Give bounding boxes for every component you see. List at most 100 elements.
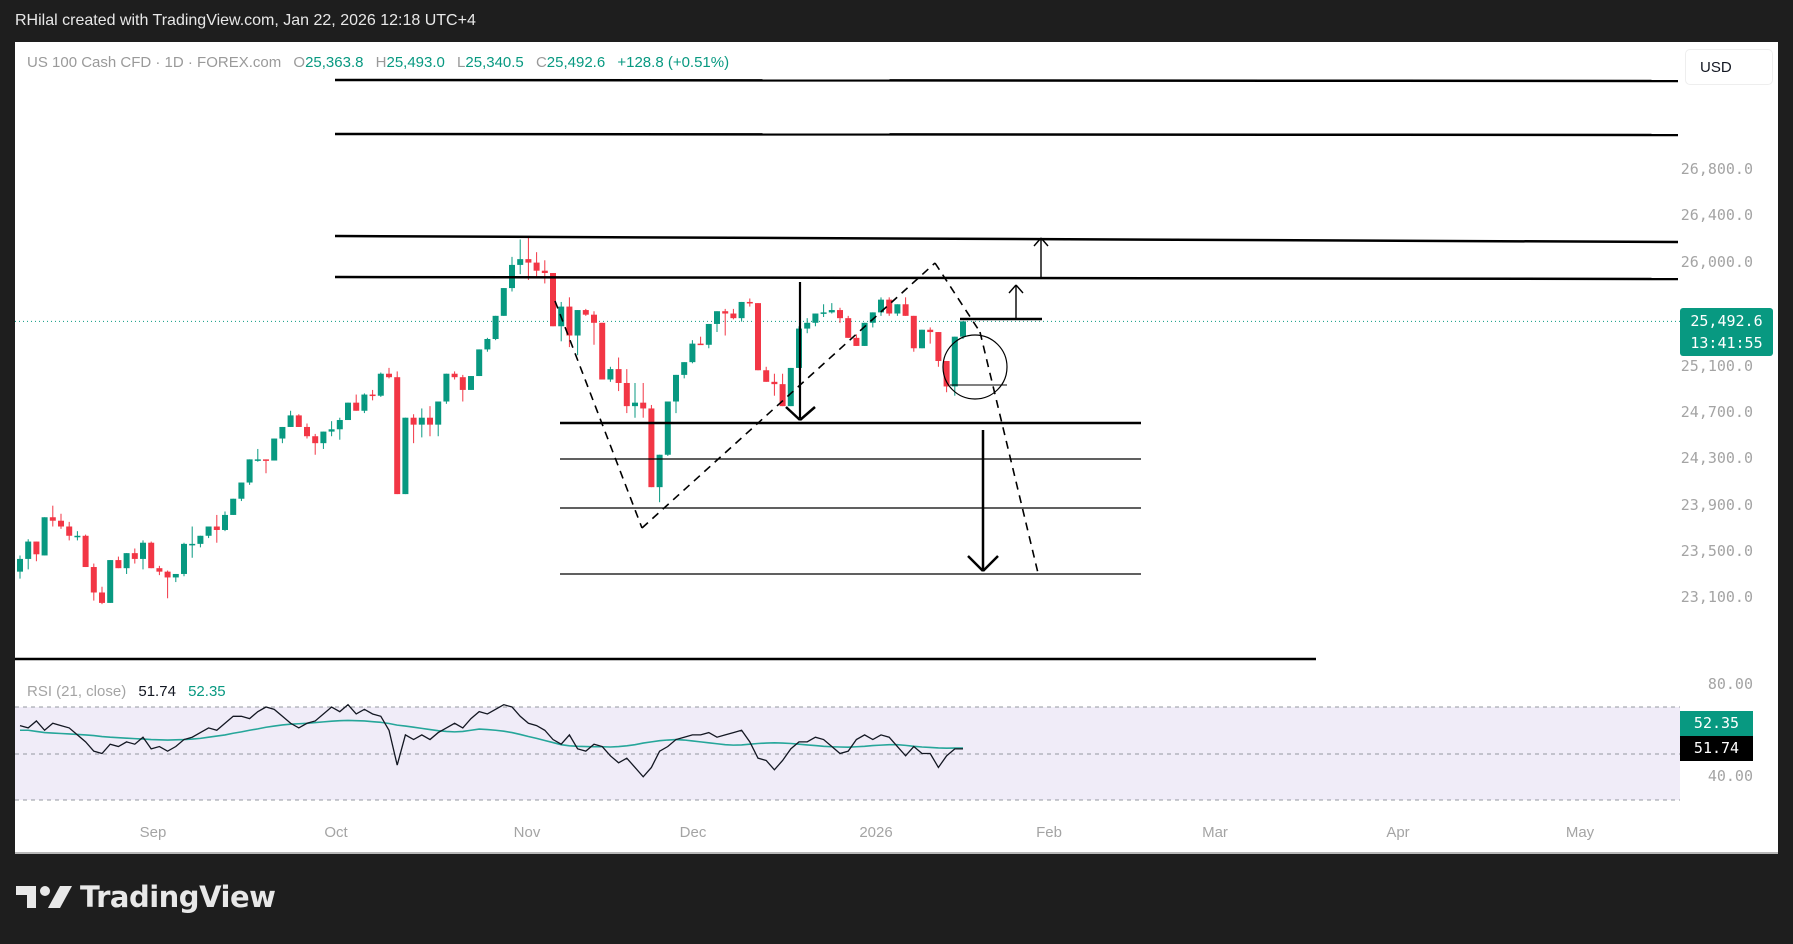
candle-body: [90, 567, 97, 593]
candle-body: [812, 313, 819, 323]
rsi-legend: RSI (21, close) 51.74 52.35: [27, 683, 226, 700]
candle-body: [894, 304, 901, 314]
low-value: 25,340.5: [465, 54, 524, 71]
candle-body: [468, 376, 474, 390]
candle-body: [181, 543, 187, 574]
candle-body: [746, 301, 753, 304]
resistance-line: [334, 78, 1679, 83]
candle-body: [615, 369, 622, 383]
time-tick: Mar: [1202, 824, 1228, 841]
arrow-head: [1008, 284, 1017, 294]
arrow-head: [785, 406, 801, 421]
candle-body: [525, 259, 532, 263]
symbol-name[interactable]: US 100 Cash CFD · 1D · FOREX.com: [27, 54, 282, 71]
candle-body: [689, 343, 696, 363]
high-value: 25,493.0: [386, 54, 445, 71]
price-tick: 26,400.0: [1680, 206, 1753, 225]
candle-body: [869, 312, 876, 323]
candle-body: [279, 426, 286, 439]
candle-body: [886, 299, 893, 314]
time-tick: Sep: [139, 824, 167, 841]
candle-body: [213, 526, 220, 530]
price-tick: 26,000.0: [1680, 252, 1753, 271]
candle-body: [369, 394, 376, 397]
candle-body: [172, 573, 179, 578]
arrow-head: [1033, 237, 1042, 247]
arrow-head: [799, 406, 816, 421]
symbol-legend: US 100 Cash CFD · 1D · FOREX.com O25,363…: [27, 54, 729, 71]
candle-body: [878, 299, 884, 313]
candle-body: [156, 568, 163, 572]
candle-body: [656, 454, 663, 488]
candle-body: [738, 301, 745, 319]
currency-button[interactable]: USD: [1685, 49, 1773, 85]
candle-body: [828, 310, 835, 313]
close-label: C: [535, 54, 547, 71]
credit-text: RHilal created with TradingView.com, Jan…: [15, 12, 476, 29]
rsi-ma-line: [20, 719, 963, 749]
candle-body: [427, 417, 433, 425]
arrow-head: [982, 555, 999, 572]
candle-body: [492, 315, 499, 339]
candle-body: [386, 373, 392, 378]
rsi-axis-80: 80.00: [1707, 675, 1753, 693]
candle-body: [304, 426, 310, 437]
candle-body: [189, 543, 196, 546]
price-tick: 24,700.0: [1680, 403, 1753, 422]
candle-body: [697, 343, 704, 346]
candle-body: [222, 514, 228, 530]
candle-body: [58, 520, 64, 527]
candle-body: [951, 336, 958, 387]
price-tick: 23,500.0: [1680, 541, 1753, 560]
candle-body: [861, 322, 868, 346]
candle-body: [66, 526, 73, 536]
arrow-head: [967, 555, 984, 572]
last-price: 25,492.6: [1690, 312, 1763, 330]
candle-body: [714, 311, 720, 324]
candle-body: [328, 429, 335, 432]
price-tick: 23,900.0: [1680, 495, 1753, 514]
time-tick: Oct: [324, 824, 348, 841]
open-value: 25,363.8: [305, 54, 364, 71]
candle-body: [476, 349, 483, 377]
candle-body: [99, 592, 105, 603]
candle-body: [771, 381, 778, 385]
candle-body: [787, 367, 794, 407]
candle-body: [582, 310, 589, 315]
candle-body: [664, 401, 671, 455]
candle-body: [25, 541, 32, 559]
candle-body: [960, 321, 966, 337]
candle-body: [517, 259, 524, 265]
pattern-dashed-line: [554, 300, 643, 529]
rsi-value: 51.74: [138, 683, 176, 700]
resistance-line: [334, 234, 1679, 244]
rsi-value-tag: 51.74: [1680, 736, 1753, 761]
last-price-tag: 25,492.6 13:41:55: [1680, 308, 1773, 356]
candle-body: [623, 382, 630, 407]
candle-body: [640, 402, 647, 409]
time-tick: May: [1565, 824, 1595, 841]
rsi-label[interactable]: RSI (21, close): [27, 683, 127, 700]
rsi-ma-value: 52.35: [188, 683, 226, 700]
low-label: L: [457, 54, 466, 71]
candle-body: [681, 362, 688, 375]
open-label: O: [293, 54, 306, 71]
time-tick: Nov: [513, 824, 541, 841]
candle-body: [74, 535, 81, 538]
candle-body: [902, 304, 909, 316]
time-tick: 2026: [859, 824, 893, 841]
candle-body: [451, 373, 458, 378]
candle-body: [804, 322, 811, 329]
candle-body: [148, 542, 155, 569]
candle-body: [312, 436, 319, 444]
candle-body: [164, 571, 171, 578]
candle-body: [722, 311, 729, 314]
candle-body: [115, 560, 122, 569]
candle-body: [755, 303, 761, 371]
candle-body: [82, 535, 89, 568]
rsi-axis-40: 40.00: [1707, 767, 1753, 785]
candle-body: [238, 482, 245, 499]
candle-body: [205, 526, 212, 536]
time-tick: Feb: [1036, 824, 1062, 841]
